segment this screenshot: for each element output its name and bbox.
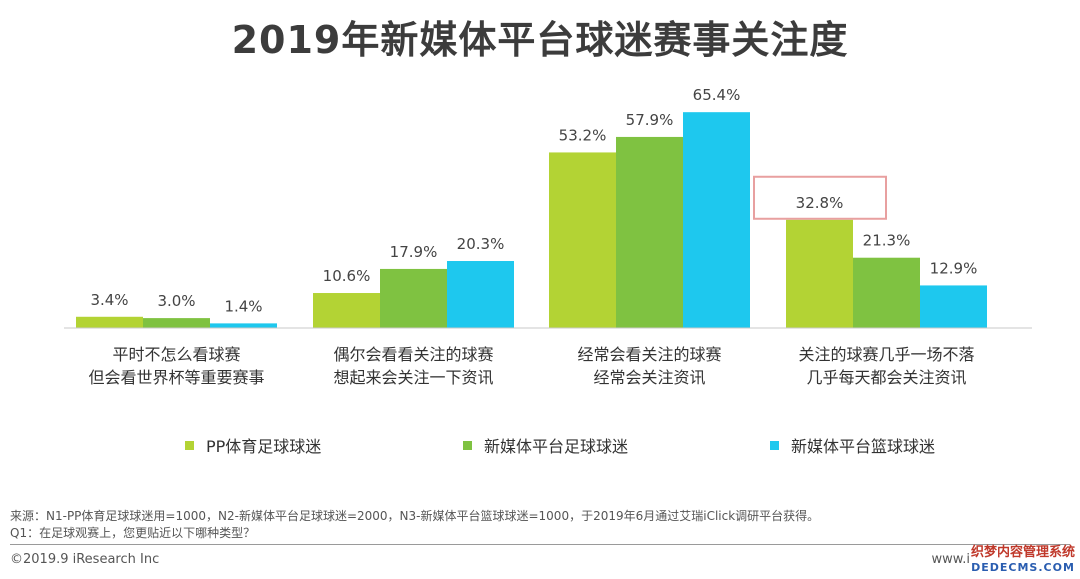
legend-label: PP体育足球球迷 [206, 437, 322, 456]
watermark: 织梦内容管理系统 DEDECMS.COM [970, 545, 1076, 577]
value-label-2-0: 53.2% [559, 126, 607, 144]
legend-swatch [185, 440, 194, 450]
bar-2-2 [683, 112, 750, 329]
value-label-2-1: 57.9% [626, 111, 674, 129]
value-label-0-1: 3.0% [157, 292, 195, 310]
bar-chart: 3.4% 3.0% 1.4% 10.6% 17.9% 20.3% 53.2% 57.9% 65.… [64, 86, 1032, 387]
value-label-2-2: 65.4% [693, 86, 741, 104]
footer-divider [10, 544, 1070, 545]
bars-layer [76, 112, 987, 329]
legend-label: 新媒体平台足球球迷 [484, 437, 629, 456]
category-label-1-0: 偶尔会看看关注的球赛 [333, 345, 493, 364]
category-label-0-1: 但会看世界杯等重要赛事 [88, 368, 264, 387]
bar-1-2 [447, 261, 514, 328]
highlight-box [753, 175, 887, 220]
chart-title: 2019年新媒体平台球迷赛事关注度 [231, 18, 849, 62]
value-label-0-2: 1.4% [224, 297, 262, 315]
bar-1-0 [313, 293, 380, 328]
category-label-0-0: 平时不怎么看球赛 [112, 345, 240, 364]
bar-3-1 [853, 257, 920, 328]
value-label-0-0: 3.4% [90, 291, 128, 309]
category-label-2-0: 经常会看关注的球赛 [577, 345, 721, 364]
bar-0-1 [143, 318, 210, 328]
value-label-1-1: 17.9% [390, 243, 438, 261]
value-label-1-0: 10.6% [323, 267, 371, 285]
legend-swatch [770, 440, 779, 450]
source-note: 来源：N1-PP体育足球球迷用=1000，N2-新媒体平台足球球迷=2000，N… [10, 509, 820, 523]
watermark-cn: 织梦内容管理系统 [970, 545, 1075, 560]
value-labels-layer: 3.4% 3.0% 1.4% 10.6% 17.9% 20.3% 53.2% 57.9% 65.… [90, 86, 977, 315]
bar-3-0 [786, 219, 853, 328]
bar-2-1 [616, 136, 683, 328]
category-label-2-1: 经常会关注资讯 [593, 368, 705, 387]
value-label-1-2: 20.3% [457, 235, 505, 253]
legend-label: 新媒体平台篮球球迷 [791, 437, 936, 456]
value-label-3-2: 12.9% [930, 259, 978, 277]
category-label-3-0: 关注的球赛几乎一场不落 [798, 345, 974, 364]
copyright: ©2019.9 iResearch Inc [10, 552, 160, 567]
legend-item-newmedia-basketball: 新媒体平台篮球球迷 [770, 430, 935, 460]
legend-item-newmedia-football: 新媒体平台足球球迷 [463, 430, 628, 460]
bar-0-0 [76, 316, 143, 328]
value-label-3-0: 32.8% [796, 194, 844, 212]
bar-3-2 [920, 285, 987, 328]
watermark-en: DEDECMS.COM [971, 561, 1075, 574]
bar-1-1 [380, 268, 447, 328]
category-label-3-1: 几乎每天都会关注资讯 [806, 368, 966, 387]
bar-2-0 [549, 152, 616, 328]
legend-item-pp-football: PP体育足球球迷 [185, 430, 321, 460]
question-note: Q1：在足球观赛上，您更贴近以下哪种类型？ [10, 526, 256, 540]
site-url: www.i [931, 552, 970, 567]
legend: PP体育足球球迷 新媒体平台足球球迷 新媒体平台篮球球迷 [0, 430, 1080, 460]
bar-0-2 [210, 323, 277, 328]
value-label-3-1: 21.3% [863, 232, 911, 250]
legend-swatch [463, 440, 472, 450]
category-label-1-1: 想起来会关注一下资讯 [333, 368, 493, 387]
